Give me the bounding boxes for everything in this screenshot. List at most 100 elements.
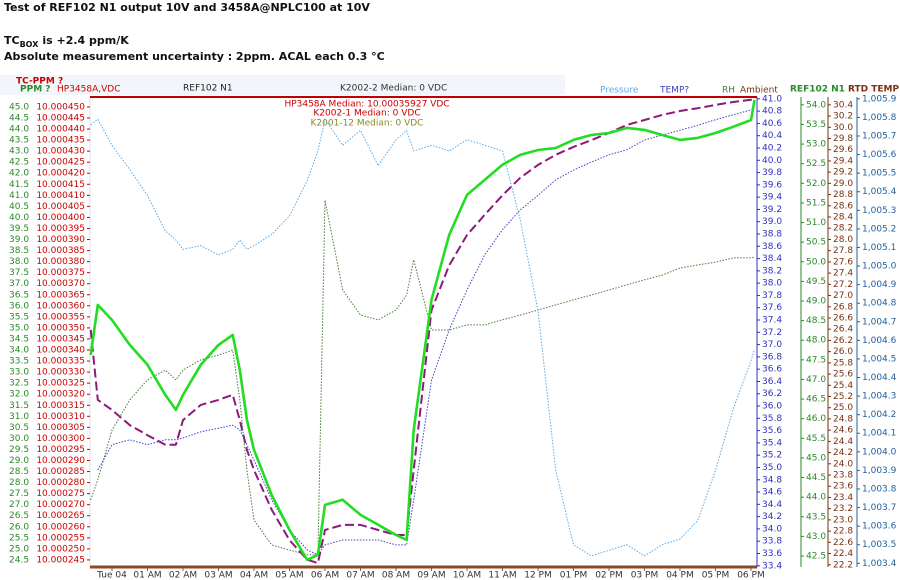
annotation: HP3458A Median: 10.00035927 VDC	[284, 100, 449, 110]
axis-title: RTD TEMP	[848, 85, 900, 95]
series-line	[97, 107, 755, 556]
y-tick-label: 26.8	[833, 302, 853, 312]
y-tick-label: 36.2	[762, 389, 782, 399]
y-tick-label: 23.0	[833, 515, 853, 525]
x-tick-label: 09 AM	[417, 571, 445, 580]
y-tick-label: 1,005.7	[862, 132, 896, 142]
y-tick-label: 1,004.1	[862, 429, 896, 439]
y-tick-label: 10.000380	[36, 257, 85, 267]
y-tick-label: 37.6	[762, 303, 782, 313]
y-tick-label: 38.6	[762, 242, 782, 252]
y-tick-label: 25.4	[833, 381, 853, 391]
tc-rest: is +2.4 ppm/K	[42, 34, 129, 47]
y-tick-label: 42.5	[9, 158, 29, 168]
y-tick-label: 28.0	[833, 235, 853, 245]
y-tick-label: 42.5	[806, 552, 826, 562]
y-tick-label: 10.000390	[36, 235, 85, 245]
y-tick-label: 53.0	[806, 140, 826, 150]
y-tick-label: 10.000245	[36, 555, 85, 565]
y-tick-label: 44.5	[9, 113, 29, 123]
y-tick-label: 36.4	[762, 377, 782, 387]
y-tick-label: 36.8	[762, 352, 782, 362]
y-tick-label: 30.4	[833, 100, 853, 110]
y-tick-label: 25.5	[9, 533, 29, 543]
y-tick-label: 10.000325	[36, 379, 85, 389]
annotation: K2002-1 Median: 0 VDC	[313, 109, 420, 119]
y-tick-label: 10.000410	[36, 191, 85, 201]
y-tick-label: 30.2	[833, 112, 853, 122]
y-tick-label: 23.4	[833, 493, 853, 503]
y-tick-label: 37.5	[9, 268, 29, 278]
y-tick-label: 38.8	[762, 230, 782, 240]
x-tick-label: 02 AM	[169, 571, 197, 580]
y-tick-label: 10.000420	[36, 169, 85, 179]
y-tick-label: 22.8	[833, 527, 853, 537]
tc-main: TC	[4, 34, 20, 47]
series-line	[90, 199, 755, 556]
y-tick-label: 10.000425	[36, 158, 85, 168]
y-tick-label: 38.4	[762, 254, 782, 264]
y-tick-label: 45.0	[806, 453, 826, 463]
y-tick-label: 26.6	[833, 313, 853, 323]
y-tick-label: 24.6	[833, 426, 853, 436]
y-tick-label: 26.0	[833, 347, 853, 357]
y-tick-label: 28.6	[833, 201, 853, 211]
y-tick-label: 39.6	[762, 180, 782, 190]
x-tick-label: 04 AM	[240, 571, 268, 580]
y-tick-label: 27.8	[833, 246, 853, 256]
y-tick-label: 42.0	[9, 169, 29, 179]
y-tick-label: 35.2	[762, 451, 782, 461]
x-tick-label: 10 AM	[453, 571, 481, 580]
y-tick-label: 1,005.4	[862, 187, 897, 197]
y-tick-label: 48.5	[806, 316, 826, 326]
legend-label: Ambient	[740, 86, 778, 96]
y-tick-label: 10.000435	[36, 136, 85, 146]
y-tick-label: 10.000340	[36, 346, 85, 356]
x-tick-label: 07 AM	[346, 571, 374, 580]
y-tick-label: 39.0	[762, 217, 782, 227]
y-tick-label: 36.0	[762, 402, 782, 412]
y-tick-label: 1,004.9	[862, 280, 897, 290]
y-tick-label: 48.0	[806, 336, 826, 346]
y-tick-label: 27.6	[833, 257, 853, 267]
y-tick-label: 10.000375	[36, 268, 85, 278]
y-tick-label: 30.5	[9, 423, 29, 433]
y-tick-label: 1,005.9	[862, 94, 897, 104]
y-tick-label: 10.000295	[36, 445, 85, 455]
subtitle: Absolute measurement uncertainty : 2ppm.…	[4, 50, 385, 63]
y-tick-label: 36.5	[9, 290, 29, 300]
y-tick-label: 28.2	[833, 224, 853, 234]
axis-title: PPM ?	[20, 85, 51, 95]
x-tick-label: 01 AM	[133, 571, 161, 580]
y-tick-label: 10.000305	[36, 423, 85, 433]
y-tick-label: 10.000400	[36, 213, 85, 223]
y-tick-label: 38.0	[762, 279, 782, 289]
y-tick-label: 10.000350	[36, 323, 85, 333]
y-tick-label: 50.5	[806, 238, 826, 248]
y-tick-label: 27.4	[833, 269, 853, 279]
y-tick-label: 40.0	[762, 156, 782, 166]
y-tick-label: 39.2	[762, 205, 782, 215]
y-tick-label: 33.8	[762, 537, 782, 547]
y-tick-label: 39.8	[762, 168, 782, 178]
y-tick-label: 35.0	[762, 463, 782, 473]
y-tick-label: 31.5	[9, 401, 29, 411]
y-tick-label: 1,005.8	[862, 113, 897, 123]
y-tick-label: 1,004.5	[862, 354, 896, 364]
y-tick-label: 34.2	[762, 512, 782, 522]
tc-sub: BOX	[20, 40, 40, 49]
chart-title: Test of REF102 N1 output 10V and 3458A@N…	[4, 1, 370, 14]
y-tick-label: 28.0	[9, 478, 29, 488]
y-tick-label: 52.5	[806, 159, 826, 169]
x-tick-label: 01 PM	[560, 571, 588, 580]
x-tick-label: 03 AM	[204, 571, 232, 580]
y-tick-label: 34.6	[762, 488, 782, 498]
y-tick-label: 28.4	[833, 213, 853, 223]
y-tick-label: 24.2	[833, 448, 853, 458]
legend-label: Pressure	[600, 86, 639, 96]
y-tick-label: 25.2	[833, 392, 853, 402]
x-tick-label: 05 PM	[702, 571, 730, 580]
x-tick-label: 03 PM	[631, 571, 659, 580]
y-tick-label: 45.5	[806, 434, 826, 444]
y-tick-label: 34.0	[9, 346, 29, 356]
